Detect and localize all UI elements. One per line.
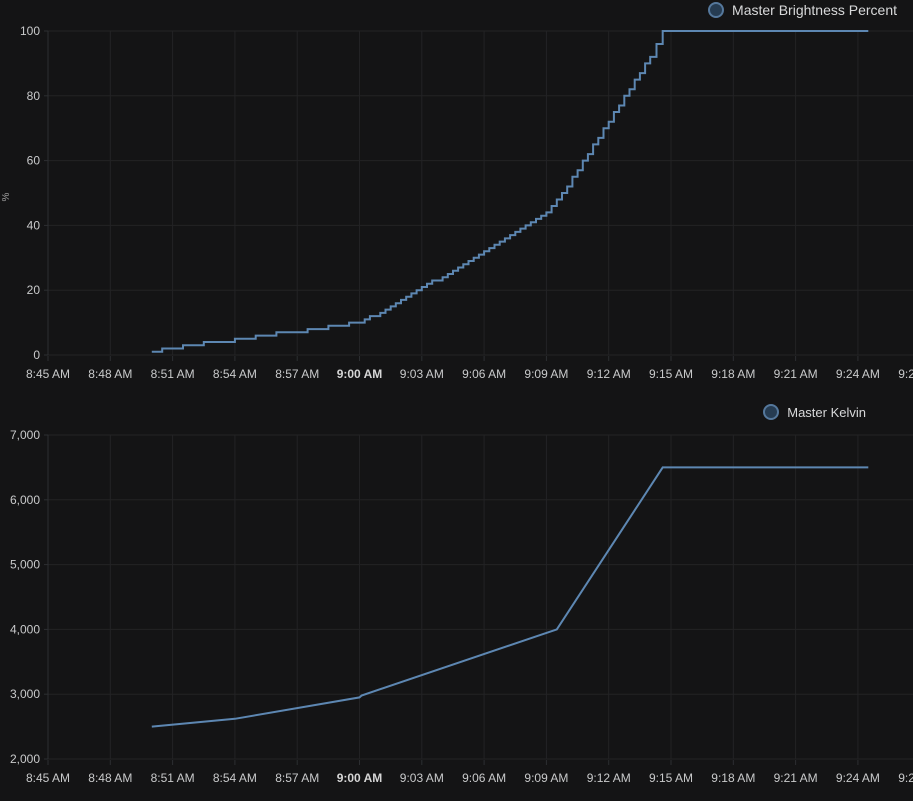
y-tick-label: 7,000 bbox=[10, 428, 40, 442]
x-tick-label: 8:45 AM bbox=[26, 771, 70, 785]
y-tick-label: 6,000 bbox=[10, 493, 40, 507]
x-tick-label: 9:00 AM bbox=[337, 771, 383, 785]
x-tick-label: 9:27 AM bbox=[898, 367, 913, 381]
y-tick-label: 2,000 bbox=[10, 752, 40, 766]
y-tick-label: 40 bbox=[27, 218, 41, 232]
x-tick-label: 9:21 AM bbox=[774, 771, 818, 785]
x-tick-label: 9:09 AM bbox=[524, 771, 568, 785]
x-tick-label: 9:27 AM bbox=[898, 771, 913, 785]
y-tick-label: 20 bbox=[27, 283, 41, 297]
y-tick-label: 4,000 bbox=[10, 622, 40, 636]
x-tick-label: 9:00 AM bbox=[337, 367, 383, 381]
x-tick-label: 8:51 AM bbox=[151, 367, 195, 381]
x-tick-label: 9:15 AM bbox=[649, 771, 693, 785]
x-tick-label: 9:21 AM bbox=[774, 367, 818, 381]
y-axis-unit-label: % bbox=[1, 192, 12, 201]
x-tick-label: 9:15 AM bbox=[649, 367, 693, 381]
x-tick-label: 9:09 AM bbox=[524, 367, 568, 381]
x-tick-label: 8:45 AM bbox=[26, 367, 70, 381]
x-tick-label: 8:57 AM bbox=[275, 367, 319, 381]
x-tick-label: 8:54 AM bbox=[213, 771, 257, 785]
x-tick-label: 9:06 AM bbox=[462, 771, 506, 785]
x-tick-label: 9:24 AM bbox=[836, 771, 880, 785]
y-tick-label: 80 bbox=[27, 89, 41, 103]
x-tick-label: 9:12 AM bbox=[587, 771, 631, 785]
series-color-dot-icon bbox=[708, 2, 725, 18]
x-tick-label: 8:51 AM bbox=[151, 771, 195, 785]
x-tick-label: 9:12 AM bbox=[587, 367, 631, 381]
series-line-kelvin[interactable] bbox=[151, 466, 869, 728]
series-line-brightness[interactable] bbox=[151, 30, 869, 353]
y-tick-label: 100 bbox=[20, 24, 40, 38]
legend-item-master-brightness-percent[interactable]: Master Brightness Percent bbox=[708, 2, 897, 18]
legend-label: Master Brightness Percent bbox=[732, 2, 897, 18]
x-tick-label: 8:54 AM bbox=[213, 367, 257, 381]
x-tick-label: 8:57 AM bbox=[275, 771, 319, 785]
y-tick-label: 3,000 bbox=[10, 687, 40, 701]
x-tick-label: 8:48 AM bbox=[88, 771, 132, 785]
x-tick-label: 9:03 AM bbox=[400, 367, 444, 381]
x-tick-label: 9:18 AM bbox=[711, 367, 755, 381]
series-color-dot-icon bbox=[763, 404, 780, 420]
y-tick-label: 0 bbox=[33, 348, 40, 362]
x-tick-label: 9:06 AM bbox=[462, 367, 506, 381]
y-tick-label: 5,000 bbox=[10, 558, 40, 572]
x-tick-label: 8:48 AM bbox=[88, 367, 132, 381]
y-tick-label: 60 bbox=[27, 154, 41, 168]
legend-item-master-kelvin[interactable]: Master Kelvin bbox=[763, 404, 866, 420]
x-tick-label: 9:18 AM bbox=[711, 771, 755, 785]
x-tick-label: 9:24 AM bbox=[836, 367, 880, 381]
x-tick-label: 9:03 AM bbox=[400, 771, 444, 785]
legend-label: Master Kelvin bbox=[787, 404, 866, 420]
